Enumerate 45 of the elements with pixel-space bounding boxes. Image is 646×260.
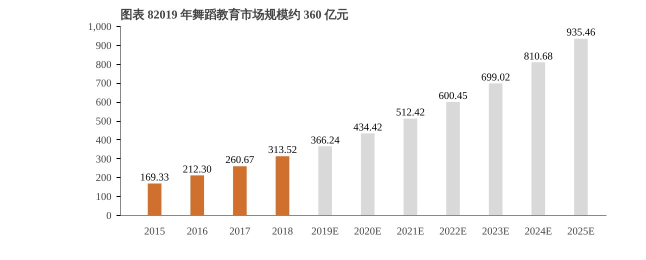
y-tick-label: 300	[96, 154, 112, 166]
bar	[446, 102, 460, 216]
x-tick-label: 2019E	[311, 226, 339, 238]
x-tick-label: 2015	[144, 226, 166, 238]
bar	[574, 38, 588, 216]
x-tick-label: 2022E	[439, 226, 467, 238]
x-tick-label: 2018	[272, 226, 293, 238]
x-tick-label: 2024E	[524, 226, 552, 238]
y-tick-label: 1,000	[88, 22, 112, 33]
bar	[488, 83, 502, 216]
data-label: 313.52	[268, 145, 297, 156]
y-tick-label: 400	[96, 135, 112, 146]
bar	[404, 118, 418, 216]
bar	[360, 133, 375, 216]
bar	[190, 175, 204, 216]
bar	[148, 183, 162, 216]
x-tick-label: 2017	[229, 226, 250, 238]
y-tick-label: 100	[96, 192, 112, 204]
x-tick-label: 2021E	[396, 226, 424, 238]
data-label: 600.45	[438, 91, 468, 102]
y-tick-label: 0	[106, 211, 112, 222]
x-tick-label: 2025E	[567, 226, 595, 238]
chart-title: 图表 82019 年舞蹈教育市场规模约 360 亿元	[120, 8, 348, 22]
bar	[318, 146, 332, 216]
y-tick-label: 900	[96, 40, 112, 52]
data-label: 169.33	[140, 172, 170, 184]
x-tick-label: 2023E	[482, 226, 510, 238]
bar	[233, 166, 247, 216]
y-tick-label: 500	[96, 116, 112, 128]
data-label: 212.30	[182, 164, 212, 176]
data-label: 512.42	[396, 108, 425, 119]
x-tick-label: 2020E	[354, 226, 382, 238]
y-tick-label: 600	[96, 98, 112, 109]
data-label: 260.67	[225, 155, 254, 166]
y-tick-label: 700	[96, 78, 112, 90]
data-label: 699.02	[481, 72, 510, 84]
data-label: 434.42	[353, 122, 382, 134]
data-label: 810.68	[524, 51, 553, 62]
bar	[276, 156, 290, 216]
y-tick-label: 800	[96, 60, 112, 71]
data-label: 366.24	[310, 135, 340, 146]
bar	[531, 62, 546, 216]
y-tick-label: 200	[96, 173, 112, 184]
x-tick-label: 2016	[186, 226, 208, 238]
data-label: 935.46	[566, 28, 596, 39]
